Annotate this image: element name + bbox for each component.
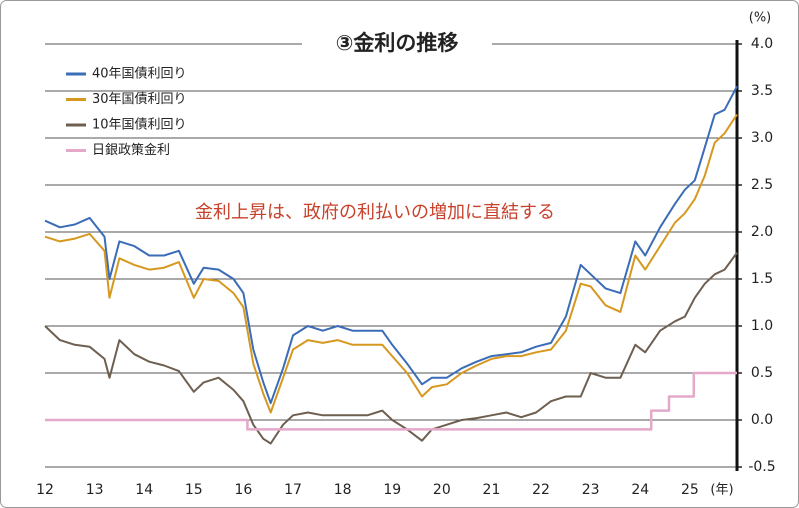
x-tick-label: 25 xyxy=(681,482,699,498)
x-tick-label: 24 xyxy=(631,482,649,498)
series-line xyxy=(44,252,738,445)
y-tick-label: 3.5 xyxy=(751,83,773,99)
chart-title: ③金利の推移 xyxy=(336,31,459,55)
x-tick-label: 21 xyxy=(483,482,501,498)
title-backdrop xyxy=(302,30,492,58)
x-tick-label: 13 xyxy=(86,482,104,498)
series-line xyxy=(45,371,737,431)
x-tick-label: 15 xyxy=(185,482,203,498)
legend-label: 日銀政策金利 xyxy=(92,142,170,158)
y-tick-label: 1.5 xyxy=(751,271,773,287)
y-tick-label: 0.0 xyxy=(751,412,773,428)
x-tick-label: 12 xyxy=(36,482,54,498)
y-tick-label: -0.5 xyxy=(748,459,775,475)
plot xyxy=(44,85,738,445)
y-tick-label: 3.0 xyxy=(751,130,773,146)
y-tick-label: 0.5 xyxy=(751,365,773,381)
legend-label: 30年国債利回り xyxy=(92,92,187,107)
y-tick-label: 2.5 xyxy=(751,177,773,193)
x-tick-label: 23 xyxy=(582,482,600,498)
x-tick-label: 20 xyxy=(433,482,451,498)
x-tick-label: 14 xyxy=(135,482,153,498)
y-tick-label: 2.0 xyxy=(751,224,773,240)
x-tick-label: 18 xyxy=(334,482,352,498)
x-tick-label: 17 xyxy=(284,482,302,498)
x-unit: (年) xyxy=(710,483,733,498)
series-line xyxy=(44,85,738,405)
x-tick-label: 19 xyxy=(383,482,401,498)
series-line xyxy=(44,113,738,414)
legend-label: 40年国債利回り xyxy=(92,67,187,82)
x-tick-label: 22 xyxy=(532,482,550,498)
y-tick-label: 4.0 xyxy=(751,36,773,52)
x-tick-label: 16 xyxy=(235,482,253,498)
y-unit: (%) xyxy=(749,11,772,26)
annotation: 金利上昇は、政府の利払いの増加に直結する xyxy=(195,202,555,223)
legend-label: 10年国債利回り xyxy=(92,118,187,133)
y-tick-label: 1.0 xyxy=(751,318,773,334)
